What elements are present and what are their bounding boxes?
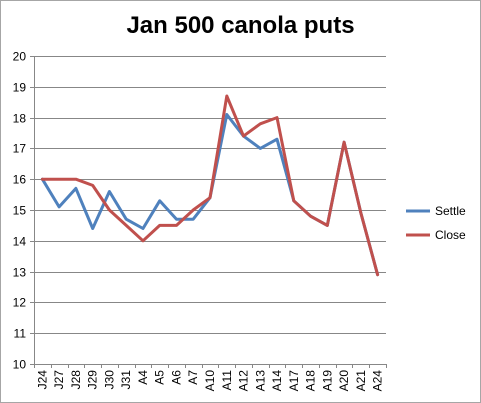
legend-label-close: Close bbox=[435, 228, 466, 242]
x-tick-label: J27 bbox=[52, 370, 66, 390]
x-tick-label: A12 bbox=[237, 370, 251, 392]
x-tick-label: A24 bbox=[371, 370, 385, 392]
x-tick-label: J31 bbox=[119, 370, 133, 390]
x-tick-label: A21 bbox=[354, 370, 368, 392]
x-tick-label: A13 bbox=[253, 370, 267, 392]
x-tick-label: A14 bbox=[270, 370, 284, 392]
x-tick-label: J30 bbox=[102, 370, 116, 390]
y-tick-label: 10 bbox=[13, 358, 27, 372]
legend-label-settle: Settle bbox=[435, 204, 466, 218]
x-tick-label: J24 bbox=[35, 370, 49, 390]
x-tick-label: A10 bbox=[203, 370, 217, 392]
x-tick-label: A18 bbox=[304, 370, 318, 392]
x-tick-label: J29 bbox=[86, 370, 100, 390]
x-tick-label: A4 bbox=[136, 370, 150, 385]
y-tick-labels: 10 11 12 13 14 15 16 17 18 19 20 bbox=[13, 50, 27, 372]
legend: Settle Close bbox=[406, 204, 466, 242]
chart-title: Jan 500 canola puts bbox=[126, 12, 355, 39]
x-tick-label: A17 bbox=[287, 370, 301, 392]
y-tick-label: 16 bbox=[13, 173, 27, 187]
y-tick-label: 11 bbox=[14, 327, 27, 341]
y-tick-label: 13 bbox=[13, 266, 27, 280]
x-tick-label: A19 bbox=[320, 370, 334, 392]
y-tick-label: 20 bbox=[13, 50, 27, 64]
x-tick-label: A6 bbox=[169, 370, 183, 385]
y-tick-label: 18 bbox=[13, 112, 27, 126]
x-tick-label: A7 bbox=[186, 370, 200, 385]
x-tick-labels: J24 J27 J28 J29 J30 J31 A4 A5 A6 A7 A10 A11 A12 A13 A1… bbox=[35, 370, 384, 392]
x-tick-label: J28 bbox=[69, 370, 83, 390]
y-tick-label: 17 bbox=[13, 142, 27, 156]
x-tick-label: A20 bbox=[337, 370, 351, 392]
series-line-close bbox=[40, 94, 380, 277]
axes bbox=[30, 56, 387, 368]
y-tick-label: 19 bbox=[13, 81, 27, 95]
y-tick-label: 14 bbox=[13, 235, 27, 249]
x-tick-label: A11 bbox=[220, 370, 234, 391]
y-tick-label: 12 bbox=[13, 296, 27, 310]
gridlines bbox=[34, 56, 386, 365]
y-tick-label: 15 bbox=[13, 204, 27, 218]
series-lines bbox=[40, 94, 380, 277]
x-tick-label: A5 bbox=[153, 370, 167, 385]
